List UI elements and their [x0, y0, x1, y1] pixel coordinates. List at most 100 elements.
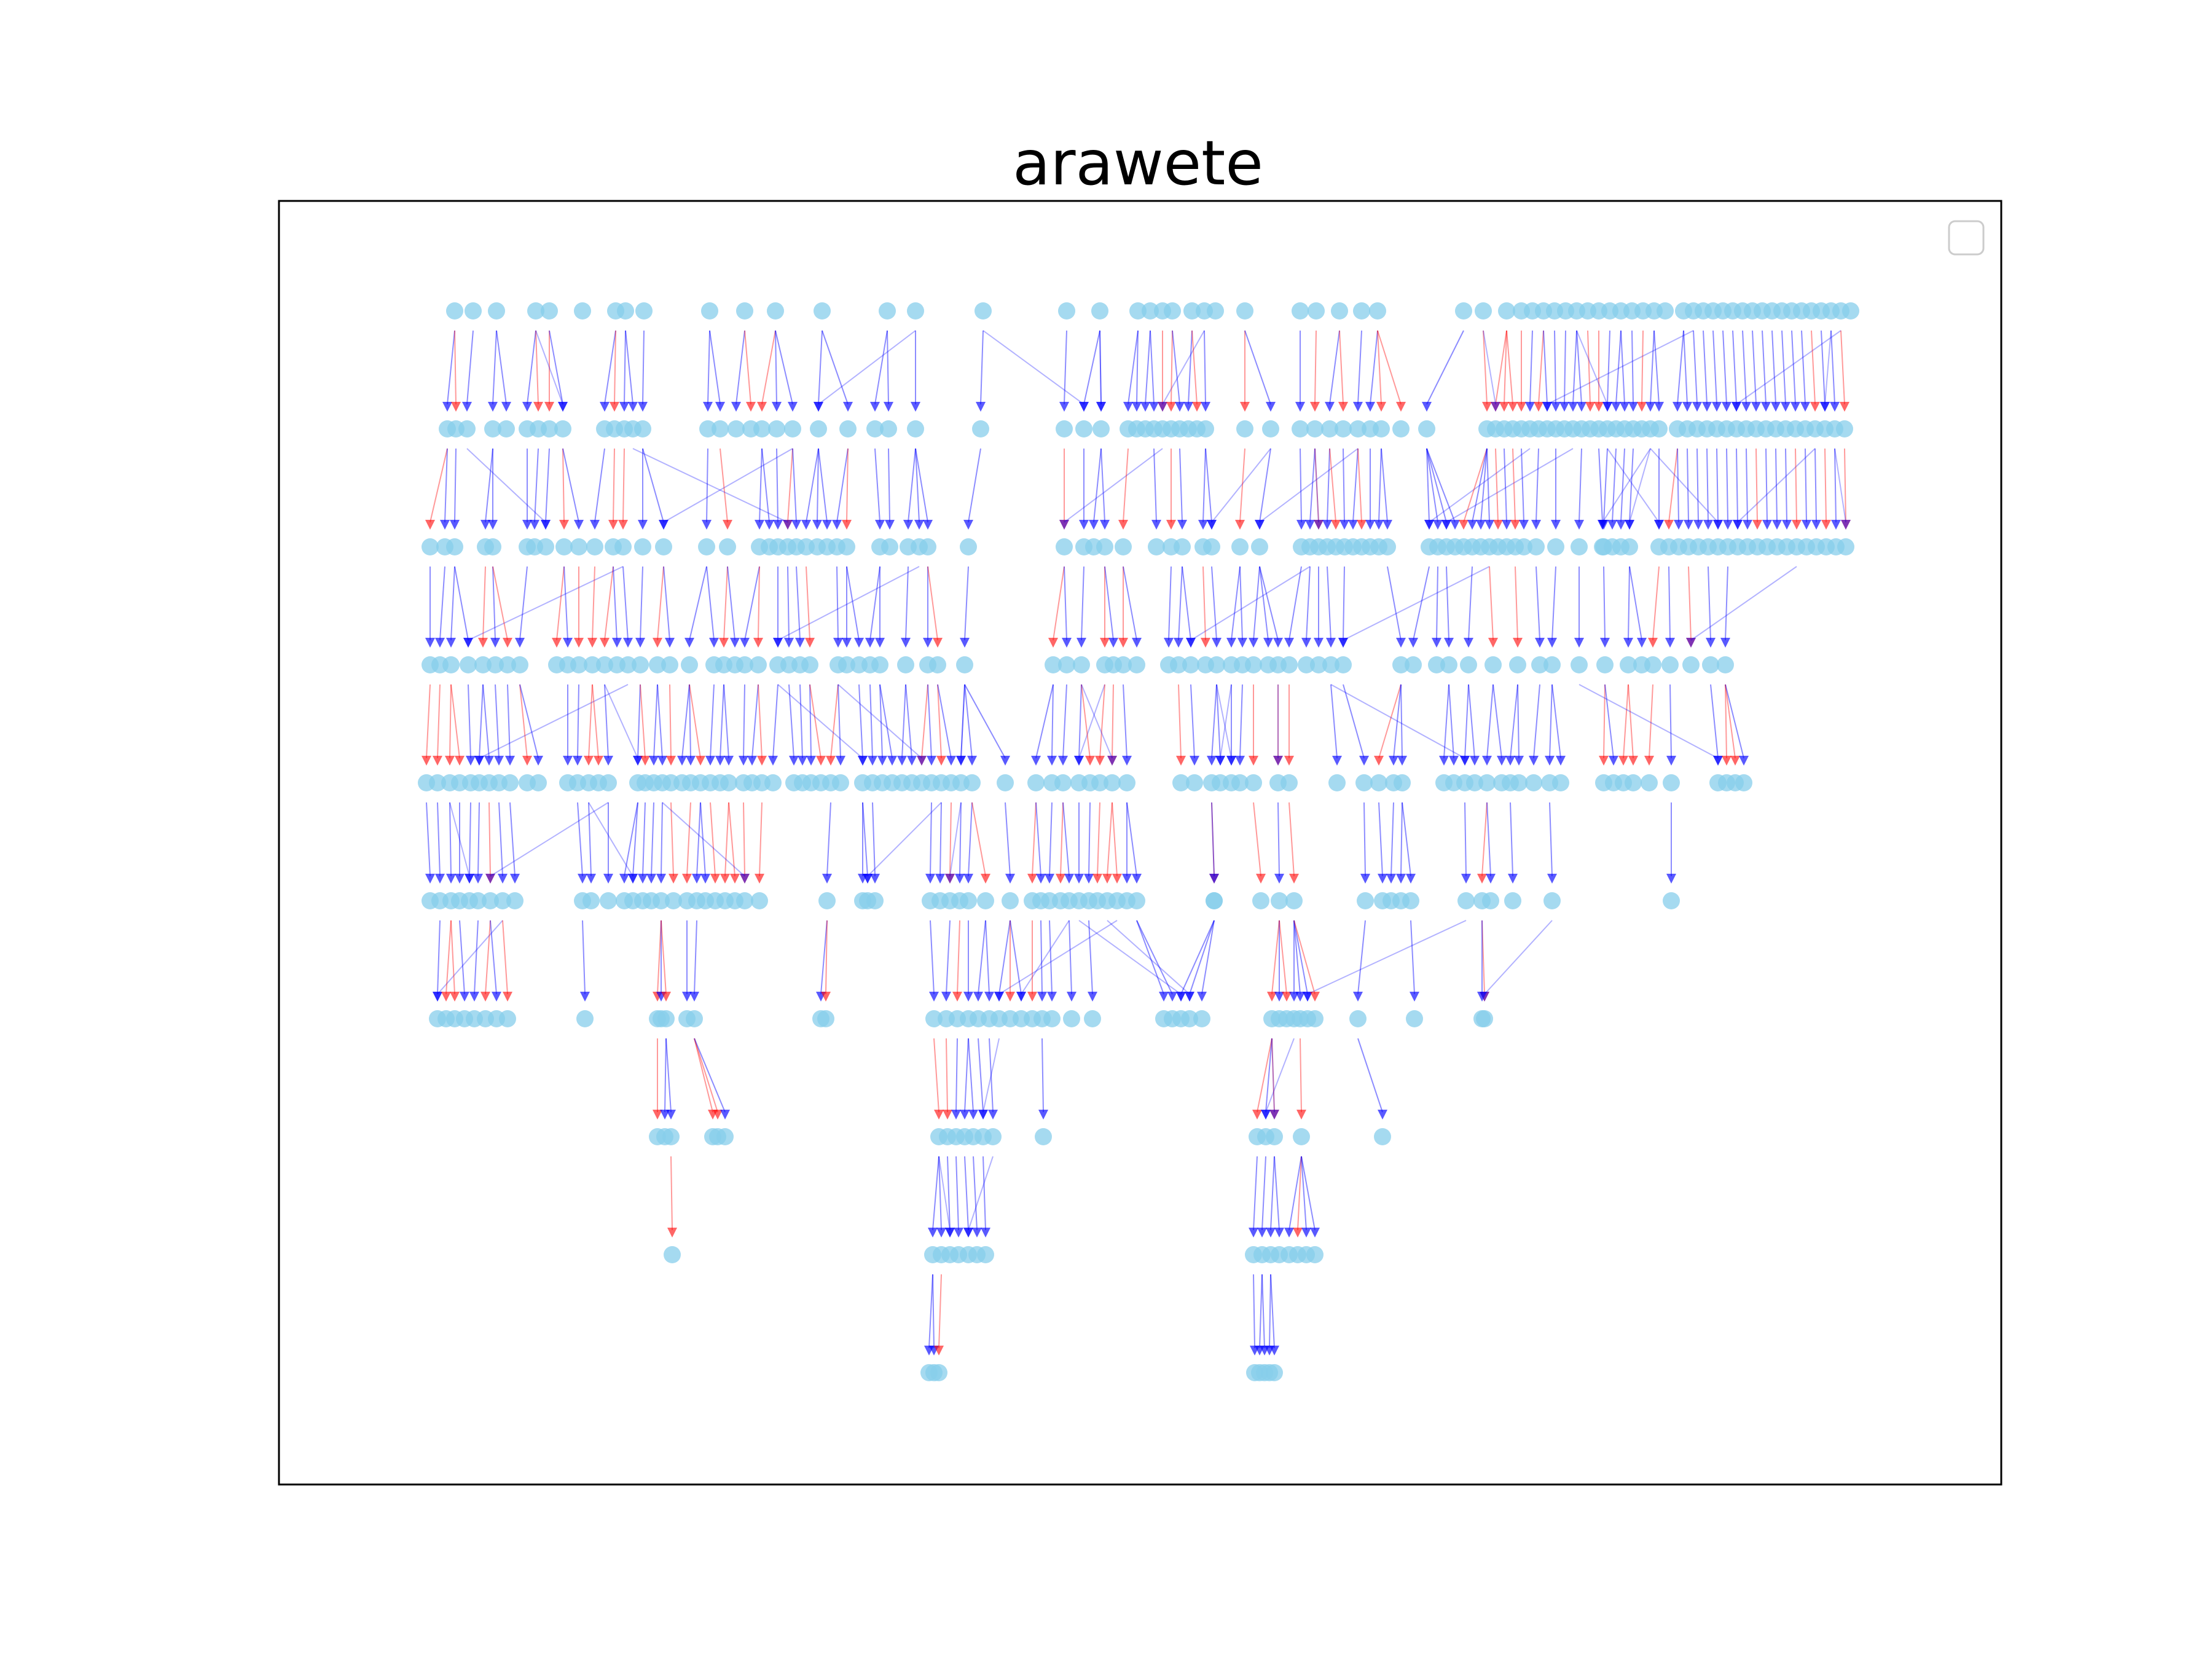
graph-node: [657, 1010, 675, 1027]
edge-arrowhead: [618, 520, 628, 530]
graph-edge: [1062, 684, 1067, 759]
edge-arrowhead: [492, 992, 501, 1002]
edge-arrowhead: [594, 756, 603, 766]
graph-edge: [1136, 920, 1164, 995]
graph-edge: [445, 920, 452, 995]
edge-arrowhead: [1751, 402, 1761, 412]
graph-edge: [1464, 684, 1469, 759]
graph-edge: [1410, 920, 1415, 995]
edge-arrowhead: [441, 992, 451, 1002]
graph-edge: [1297, 1156, 1302, 1231]
edge-arrowhead: [1772, 520, 1782, 530]
graph-edge: [1468, 684, 1475, 759]
graph-edge: [1145, 330, 1151, 405]
graph-edge: [818, 330, 823, 405]
graph-node: [984, 1128, 1002, 1145]
graph-node: [1193, 1010, 1210, 1027]
graph-edge: [1179, 448, 1183, 523]
edge-arrowhead: [1830, 402, 1840, 412]
graph-edge: [968, 802, 973, 877]
graph-edge: [1239, 566, 1243, 641]
graph-edge: [1205, 448, 1212, 523]
edge-arrowhead: [1249, 638, 1258, 648]
graph-node: [1663, 774, 1680, 791]
graph-node: [1306, 420, 1324, 437]
edge-arrowhead: [1339, 520, 1349, 530]
graph-edge: [450, 566, 455, 641]
edge-arrowhead: [1397, 756, 1407, 766]
graph-edge: [622, 566, 629, 641]
edge-arrowhead: [422, 756, 431, 766]
graph-edge: [836, 566, 839, 641]
graph-edge: [879, 684, 893, 759]
graph-edge: [1650, 448, 1719, 523]
edge-arrowhead: [1296, 1110, 1306, 1120]
edge-arrowhead: [1074, 756, 1084, 766]
graph-node: [1164, 302, 1181, 320]
graph-edge: [556, 566, 565, 641]
graph-edge: [825, 920, 828, 995]
edge-arrowhead: [1674, 520, 1684, 530]
graph-edge: [1598, 448, 1603, 523]
edge-arrowhead: [573, 756, 582, 766]
graph-edge: [640, 566, 643, 641]
graph-edge: [592, 566, 595, 641]
edge-arrowhead: [563, 638, 573, 648]
graph-node: [930, 1364, 947, 1381]
graph-edge: [426, 802, 431, 877]
edge-arrowhead: [1085, 756, 1095, 766]
edge-arrowhead: [1273, 638, 1283, 648]
graph-node: [555, 538, 573, 555]
graph-node: [1206, 892, 1223, 909]
graph-node: [1543, 892, 1561, 909]
edge-arrowhead: [1673, 402, 1682, 412]
graph-edge: [1468, 566, 1473, 641]
graph-edge: [657, 684, 663, 759]
graph-edge: [1204, 330, 1206, 405]
edge-arrowhead: [901, 638, 911, 648]
graph-node: [1657, 302, 1674, 320]
edge-arrowhead: [1074, 874, 1084, 884]
edge-arrowhead: [1408, 638, 1418, 648]
graph-edge: [1510, 802, 1513, 877]
graph-edge: [482, 684, 490, 759]
graph-edge: [1402, 802, 1411, 877]
graph-node: [1509, 656, 1526, 673]
edge-arrowhead: [1284, 756, 1294, 766]
graph-edge: [625, 330, 633, 405]
graph-edge: [1211, 802, 1215, 877]
edge-arrowhead: [739, 756, 748, 766]
edge-arrowhead: [1267, 992, 1277, 1002]
graph-edge: [1123, 566, 1137, 641]
edge-arrowhead: [1406, 874, 1416, 884]
graph-edge: [1062, 802, 1070, 877]
edge-arrowhead: [812, 520, 822, 530]
graph-edge: [837, 684, 922, 759]
graph-edge: [1216, 684, 1221, 759]
edge-arrowhead: [587, 638, 597, 648]
graph-node: [1306, 1010, 1324, 1027]
graph-edge: [1765, 448, 1768, 523]
edge-arrowhead: [954, 1228, 963, 1237]
graph-edge: [1099, 330, 1102, 405]
graph-edge: [796, 566, 801, 641]
edge-arrowhead: [1477, 992, 1487, 1002]
graph-node: [1369, 302, 1386, 320]
graph-edge: [1180, 920, 1215, 995]
edge-arrowhead: [720, 874, 730, 884]
graph-edge: [637, 684, 641, 759]
graph-edge: [971, 802, 986, 877]
graph-edge: [1352, 448, 1359, 523]
graph-edge: [1587, 330, 1591, 405]
graph-node: [1043, 1010, 1061, 1027]
edge-arrowhead: [757, 402, 767, 412]
graph-edge: [1652, 566, 1660, 641]
edge-arrowhead: [552, 638, 562, 648]
graph-node: [1374, 1128, 1391, 1145]
edge-arrowhead: [1551, 402, 1561, 412]
edge-arrowhead: [1256, 874, 1266, 884]
edge-arrowhead: [1771, 402, 1781, 412]
graph-node: [661, 656, 678, 673]
graph-edge: [694, 1038, 718, 1113]
graph-edge: [1300, 1038, 1302, 1113]
